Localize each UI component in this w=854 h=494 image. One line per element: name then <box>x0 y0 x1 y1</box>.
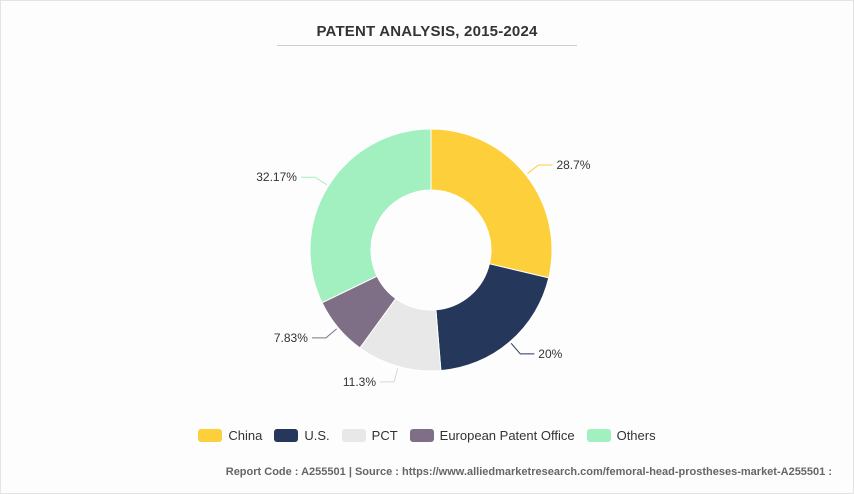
legend-label: China <box>228 428 263 443</box>
slice-u-s-[interactable] <box>435 263 550 372</box>
leader-line <box>527 164 553 175</box>
chart-title: PATENT ANALYSIS, 2015-2024 <box>316 23 538 40</box>
title-underline <box>277 45 577 46</box>
legend-item-european-patent-office[interactable]: European Patent Office <box>409 428 575 443</box>
legend-item-others[interactable]: Others <box>586 428 656 443</box>
legend-label: U.S. <box>304 428 330 443</box>
data-label: 7.83% <box>274 331 308 345</box>
legend-label: Others <box>616 428 656 443</box>
leader-line <box>311 328 337 339</box>
legend-item-pct[interactable]: PCT <box>341 428 398 443</box>
data-label: 11.3% <box>343 375 376 389</box>
leader-line <box>300 176 328 186</box>
data-label: 28.7% <box>556 158 590 172</box>
legend-item-u-s-[interactable]: U.S. <box>274 428 330 443</box>
chart-legend: China U.S. PCT European Patent Office Others <box>0 428 854 443</box>
data-label: 32.17% <box>256 170 297 184</box>
leader-line <box>510 342 535 355</box>
legend-item-china[interactable]: China <box>198 428 262 443</box>
legend-label: PCT <box>371 428 398 443</box>
legend-swatch <box>341 429 366 442</box>
leader-line <box>380 368 399 383</box>
source-text: Report Code : A255501 | Source : https:/… <box>225 466 832 478</box>
slice-china[interactable] <box>430 128 553 279</box>
legend-swatch <box>198 429 223 442</box>
slice-others[interactable] <box>309 128 432 304</box>
legend-swatch <box>274 429 299 442</box>
legend-label: European Patent Office <box>439 428 575 443</box>
legend-swatch <box>409 429 434 442</box>
data-label: 20% <box>538 347 562 361</box>
legend-swatch <box>586 429 611 442</box>
